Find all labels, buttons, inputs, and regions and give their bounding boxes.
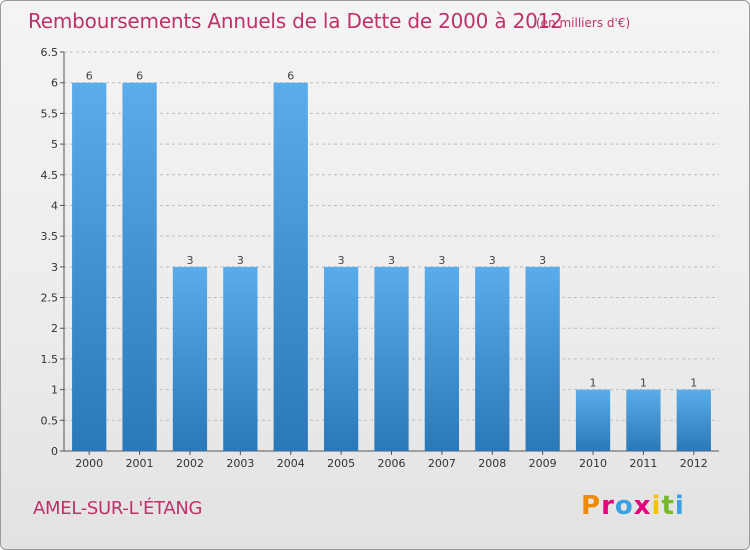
data-label: 1 bbox=[590, 377, 597, 390]
logo-letter: r bbox=[601, 491, 615, 521]
bar bbox=[575, 389, 611, 451]
y-tick-label: 5.5 bbox=[41, 107, 59, 120]
data-label: 3 bbox=[539, 254, 546, 267]
x-tick-label: 2005 bbox=[327, 457, 355, 470]
bar bbox=[525, 266, 560, 451]
y-tick-label: 0 bbox=[51, 445, 58, 458]
y-tick-label: 3.5 bbox=[41, 230, 59, 243]
x-tick-label: 2009 bbox=[529, 457, 557, 470]
bar bbox=[626, 389, 661, 451]
proxiti-logo[interactable]: Proxiti bbox=[581, 491, 685, 521]
x-tick-label: 2006 bbox=[378, 457, 406, 470]
bar bbox=[223, 266, 258, 451]
x-tick-label: 2003 bbox=[226, 457, 254, 470]
logo-letter: x bbox=[633, 491, 652, 521]
y-tick-label: 6 bbox=[51, 77, 58, 90]
x-tick-label: 2011 bbox=[629, 457, 657, 470]
chart-title: Remboursements Annuels de la Dette de 20… bbox=[28, 9, 563, 33]
place-name: AMEL-SUR-L'ÉTANG bbox=[33, 498, 203, 519]
x-tick-label: 2004 bbox=[277, 457, 305, 470]
bar bbox=[122, 82, 157, 451]
logo-letter: i bbox=[674, 491, 685, 521]
x-tick-label: 2002 bbox=[176, 457, 204, 470]
bar bbox=[323, 266, 359, 451]
y-tick-label: 1.5 bbox=[41, 353, 59, 366]
chart-unit: (en milliers d'€) bbox=[536, 16, 631, 30]
data-label: 6 bbox=[136, 70, 143, 83]
y-tick-label: 5 bbox=[51, 138, 58, 151]
logo-letter: t bbox=[661, 491, 675, 521]
y-tick-label: 6.5 bbox=[41, 46, 59, 59]
y-tick-label: 1 bbox=[51, 384, 58, 397]
y-tick-label: 3 bbox=[51, 261, 58, 274]
x-tick-label: 2007 bbox=[428, 457, 456, 470]
x-tick-label: 2012 bbox=[680, 457, 708, 470]
data-label: 3 bbox=[489, 254, 496, 267]
y-tick-label: 2.5 bbox=[41, 292, 59, 305]
bar bbox=[676, 389, 711, 451]
data-label: 3 bbox=[438, 254, 445, 267]
bar bbox=[475, 266, 510, 451]
data-label: 3 bbox=[338, 254, 345, 267]
x-tick-label: 2010 bbox=[579, 457, 607, 470]
logo-letter: P bbox=[581, 491, 602, 521]
data-label: 1 bbox=[640, 377, 647, 390]
bar bbox=[172, 266, 208, 451]
x-tick-label: 2001 bbox=[126, 457, 154, 470]
x-tick-label: 2000 bbox=[75, 457, 103, 470]
data-label: 6 bbox=[287, 70, 294, 83]
data-label: 1 bbox=[690, 377, 697, 390]
logo-letter: i bbox=[651, 491, 662, 521]
bar bbox=[72, 82, 107, 451]
y-tick-label: 4 bbox=[51, 199, 58, 212]
y-tick-label: 4.5 bbox=[41, 169, 59, 182]
data-label: 3 bbox=[388, 254, 395, 267]
y-tick-label: 0.5 bbox=[41, 414, 59, 427]
x-tick-label: 2008 bbox=[478, 457, 506, 470]
bar bbox=[374, 266, 409, 451]
data-label: 3 bbox=[186, 254, 193, 267]
data-label: 3 bbox=[237, 254, 244, 267]
bar bbox=[424, 266, 460, 451]
bar bbox=[273, 82, 308, 451]
data-label: 6 bbox=[86, 70, 93, 83]
y-tick-label: 2 bbox=[51, 322, 58, 335]
logo-letter: o bbox=[614, 491, 634, 521]
